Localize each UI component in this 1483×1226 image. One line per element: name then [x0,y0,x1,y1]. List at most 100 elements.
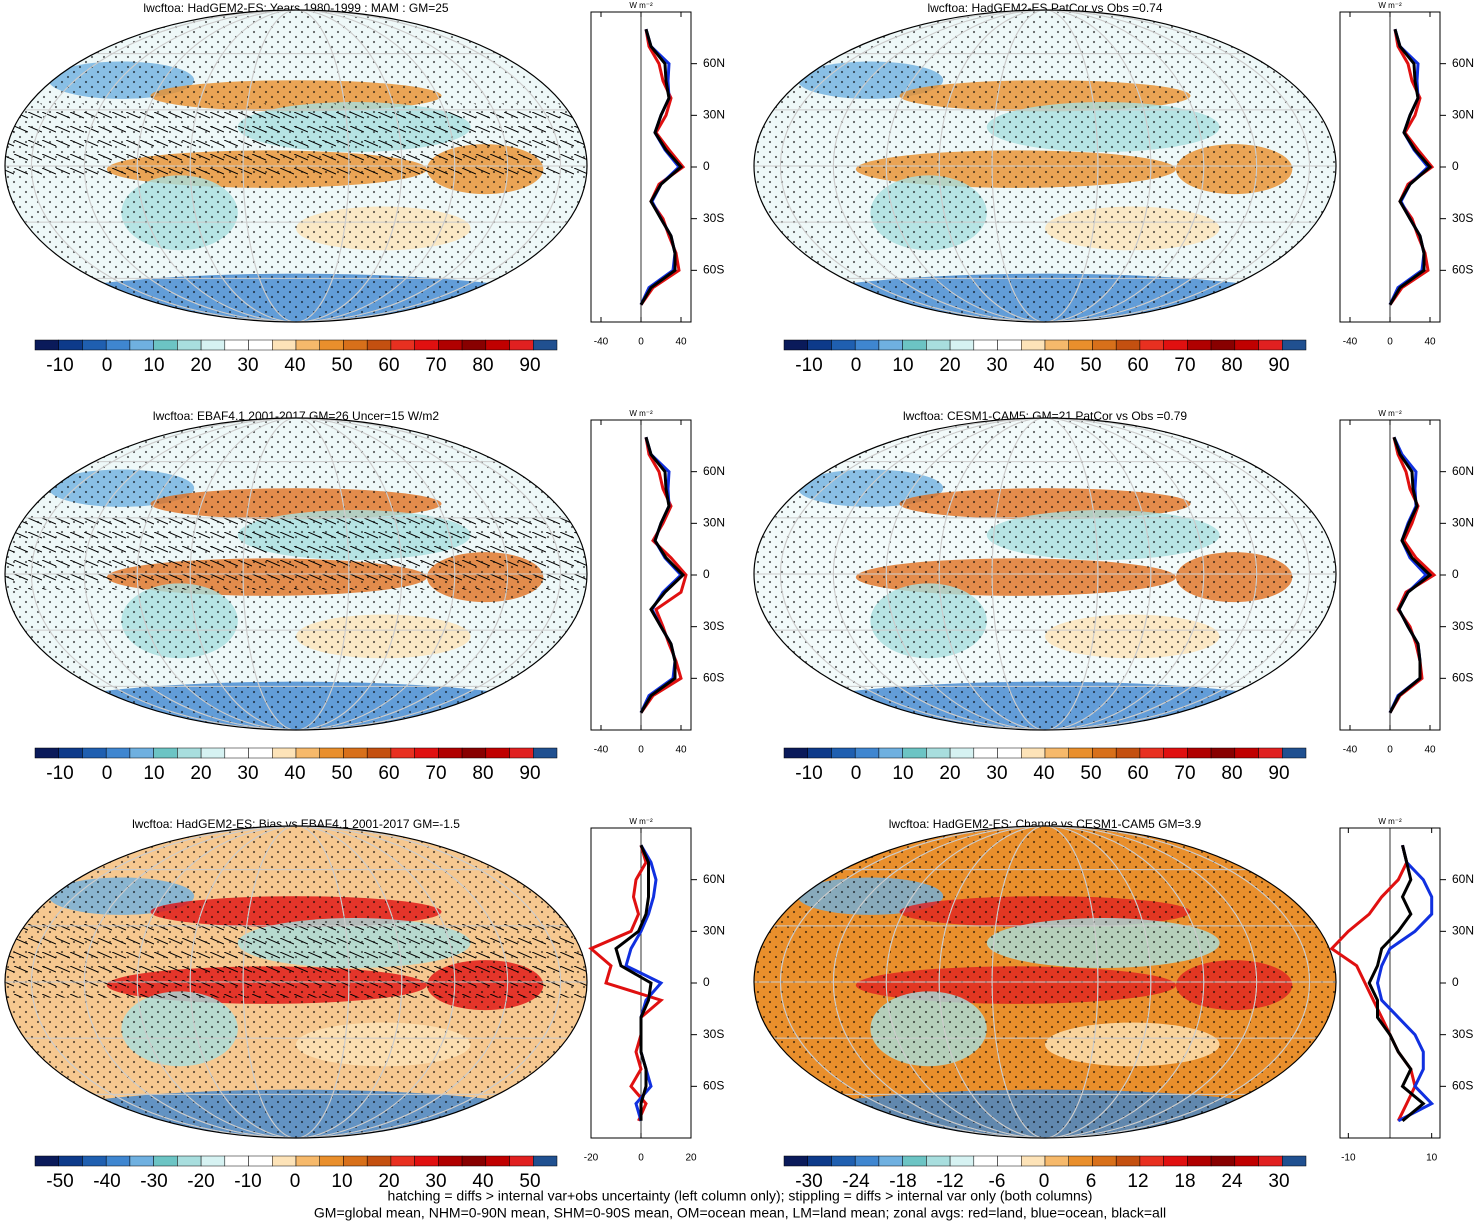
zonal-line [624,844,664,1122]
y-tick-label: 60N [1452,464,1474,478]
map-title: lwcftoa: HadGEM2-ES: Years 1980-1999 : M… [143,1,448,15]
colorbar-swatch [854,1155,880,1167]
map [754,418,1336,730]
colorbar-label: 30 [1268,1171,1289,1192]
colorbar-swatch [105,1155,131,1167]
colorbar-label: 40 [1033,355,1054,376]
colorbar-label: 12 [1127,1171,1148,1192]
colorbar-swatch [1210,339,1236,351]
graticule [991,826,1099,1138]
graticule [991,10,1099,322]
colorbar-label: 90 [1268,355,1289,376]
colorbar-swatch [1282,1155,1307,1167]
colorbar-swatch [1115,1155,1141,1167]
colorbar-swatch [807,1155,832,1167]
colorbar-swatch [949,1155,975,1167]
colorbar-label: -10 [795,355,822,376]
colorbar-label: 60 [378,763,399,784]
colorbar-label: 50 [331,355,352,376]
colorbar-swatch [129,1155,154,1167]
x-tick-label: -40 [1343,745,1358,756]
colorbar-label: 0 [290,1171,301,1192]
colorbar-swatch [82,339,107,351]
map-outline [753,9,1337,323]
colorbar-swatch [200,339,226,351]
y-tick-label: 30N [703,924,725,938]
colorbar-swatch [1163,747,1188,759]
x-tick-label: 0 [638,745,644,756]
graticule [189,826,403,1138]
colorbar-label: 80 [472,763,493,784]
colorbar-label: -10 [46,355,73,376]
y-tick-label: 60N [1452,56,1474,70]
colorbar-label: 30 [237,355,258,376]
colorbar-swatch [366,1155,392,1167]
x-tick-label: -10 [1341,1153,1356,1164]
colorbar-label: -18 [889,1171,916,1192]
y-tick-label: 0 [1452,159,1459,173]
colorbar-swatch [509,339,534,351]
map [754,826,1336,1138]
y-tick-label: 60N [703,464,725,478]
colorbar-swatch [319,747,344,759]
y-tick-label: 30S [1452,1027,1473,1041]
colorbar-swatch [248,747,273,759]
colorbar-label: 70 [425,355,446,376]
colorbar-label: 18 [1174,1171,1195,1192]
colorbar-label: 90 [519,763,540,784]
colorbar-label: 50 [331,763,352,784]
zonal-line [1367,844,1426,1122]
colorbar-swatch [461,747,487,759]
colorbar-label: 10 [892,763,913,784]
colorbar-swatch [343,339,368,351]
colorbar-swatch [1092,747,1117,759]
colorbar-swatch [926,1155,951,1167]
colorbar-label: 0 [851,763,862,784]
zonal-line [614,844,653,1121]
y-tick-label: 60N [703,56,725,70]
colorbar-swatch [973,1155,998,1167]
y-tick-label: 60S [703,1079,724,1093]
colorbar-swatch [343,1155,368,1167]
colorbar-swatch [295,1155,320,1167]
colorbar-swatch [1139,339,1164,351]
colorbar-swatch [1092,1155,1117,1167]
y-tick-label: 30N [703,108,725,122]
colorbar-label: -6 [989,1171,1006,1192]
colorbar-swatch [997,1155,1022,1167]
colorbar-label: -30 [795,1171,822,1192]
colorbar-swatch [1139,1155,1164,1167]
colorbar-swatch [129,339,154,351]
colorbar-swatch [34,747,59,759]
y-tick-label: 30N [1452,924,1474,938]
x-tick-label: -40 [594,745,609,756]
graticule [779,418,1311,730]
colorbar-swatch [533,747,558,759]
colorbar-label: 20 [939,763,960,784]
y-tick-label: 0 [1452,975,1459,989]
colorbar-swatch [1068,1155,1093,1167]
graticule [885,10,1205,322]
colorbar-swatch [105,747,131,759]
map [5,418,587,730]
y-tick-label: 0 [703,567,710,581]
colorbar-label: 10 [892,355,913,376]
colorbar-label: -12 [936,1171,963,1192]
y-tick-label: 0 [703,159,710,173]
colorbar-swatch [319,1155,344,1167]
colorbar-swatch [878,747,903,759]
colorbar-swatch [831,747,856,759]
panel: lwcftoa: CESM1-CAM5: GM=21 PatCor vs Obs… [753,409,1474,784]
colorbar-label: 0 [102,355,113,376]
zonal-line [1388,436,1433,714]
colorbar-swatch [58,747,83,759]
colorbar-swatch [1068,339,1093,351]
footer-line: hatching = diffs > internal var+obs unce… [388,1188,1093,1204]
colorbar-swatch [1210,1155,1236,1167]
colorbar-swatch [58,1155,83,1167]
colorbar-label: 20 [190,763,211,784]
colorbar-label: -10 [234,1171,261,1192]
x-tick-label: 40 [1424,337,1436,348]
colorbar-swatch [1187,747,1212,759]
